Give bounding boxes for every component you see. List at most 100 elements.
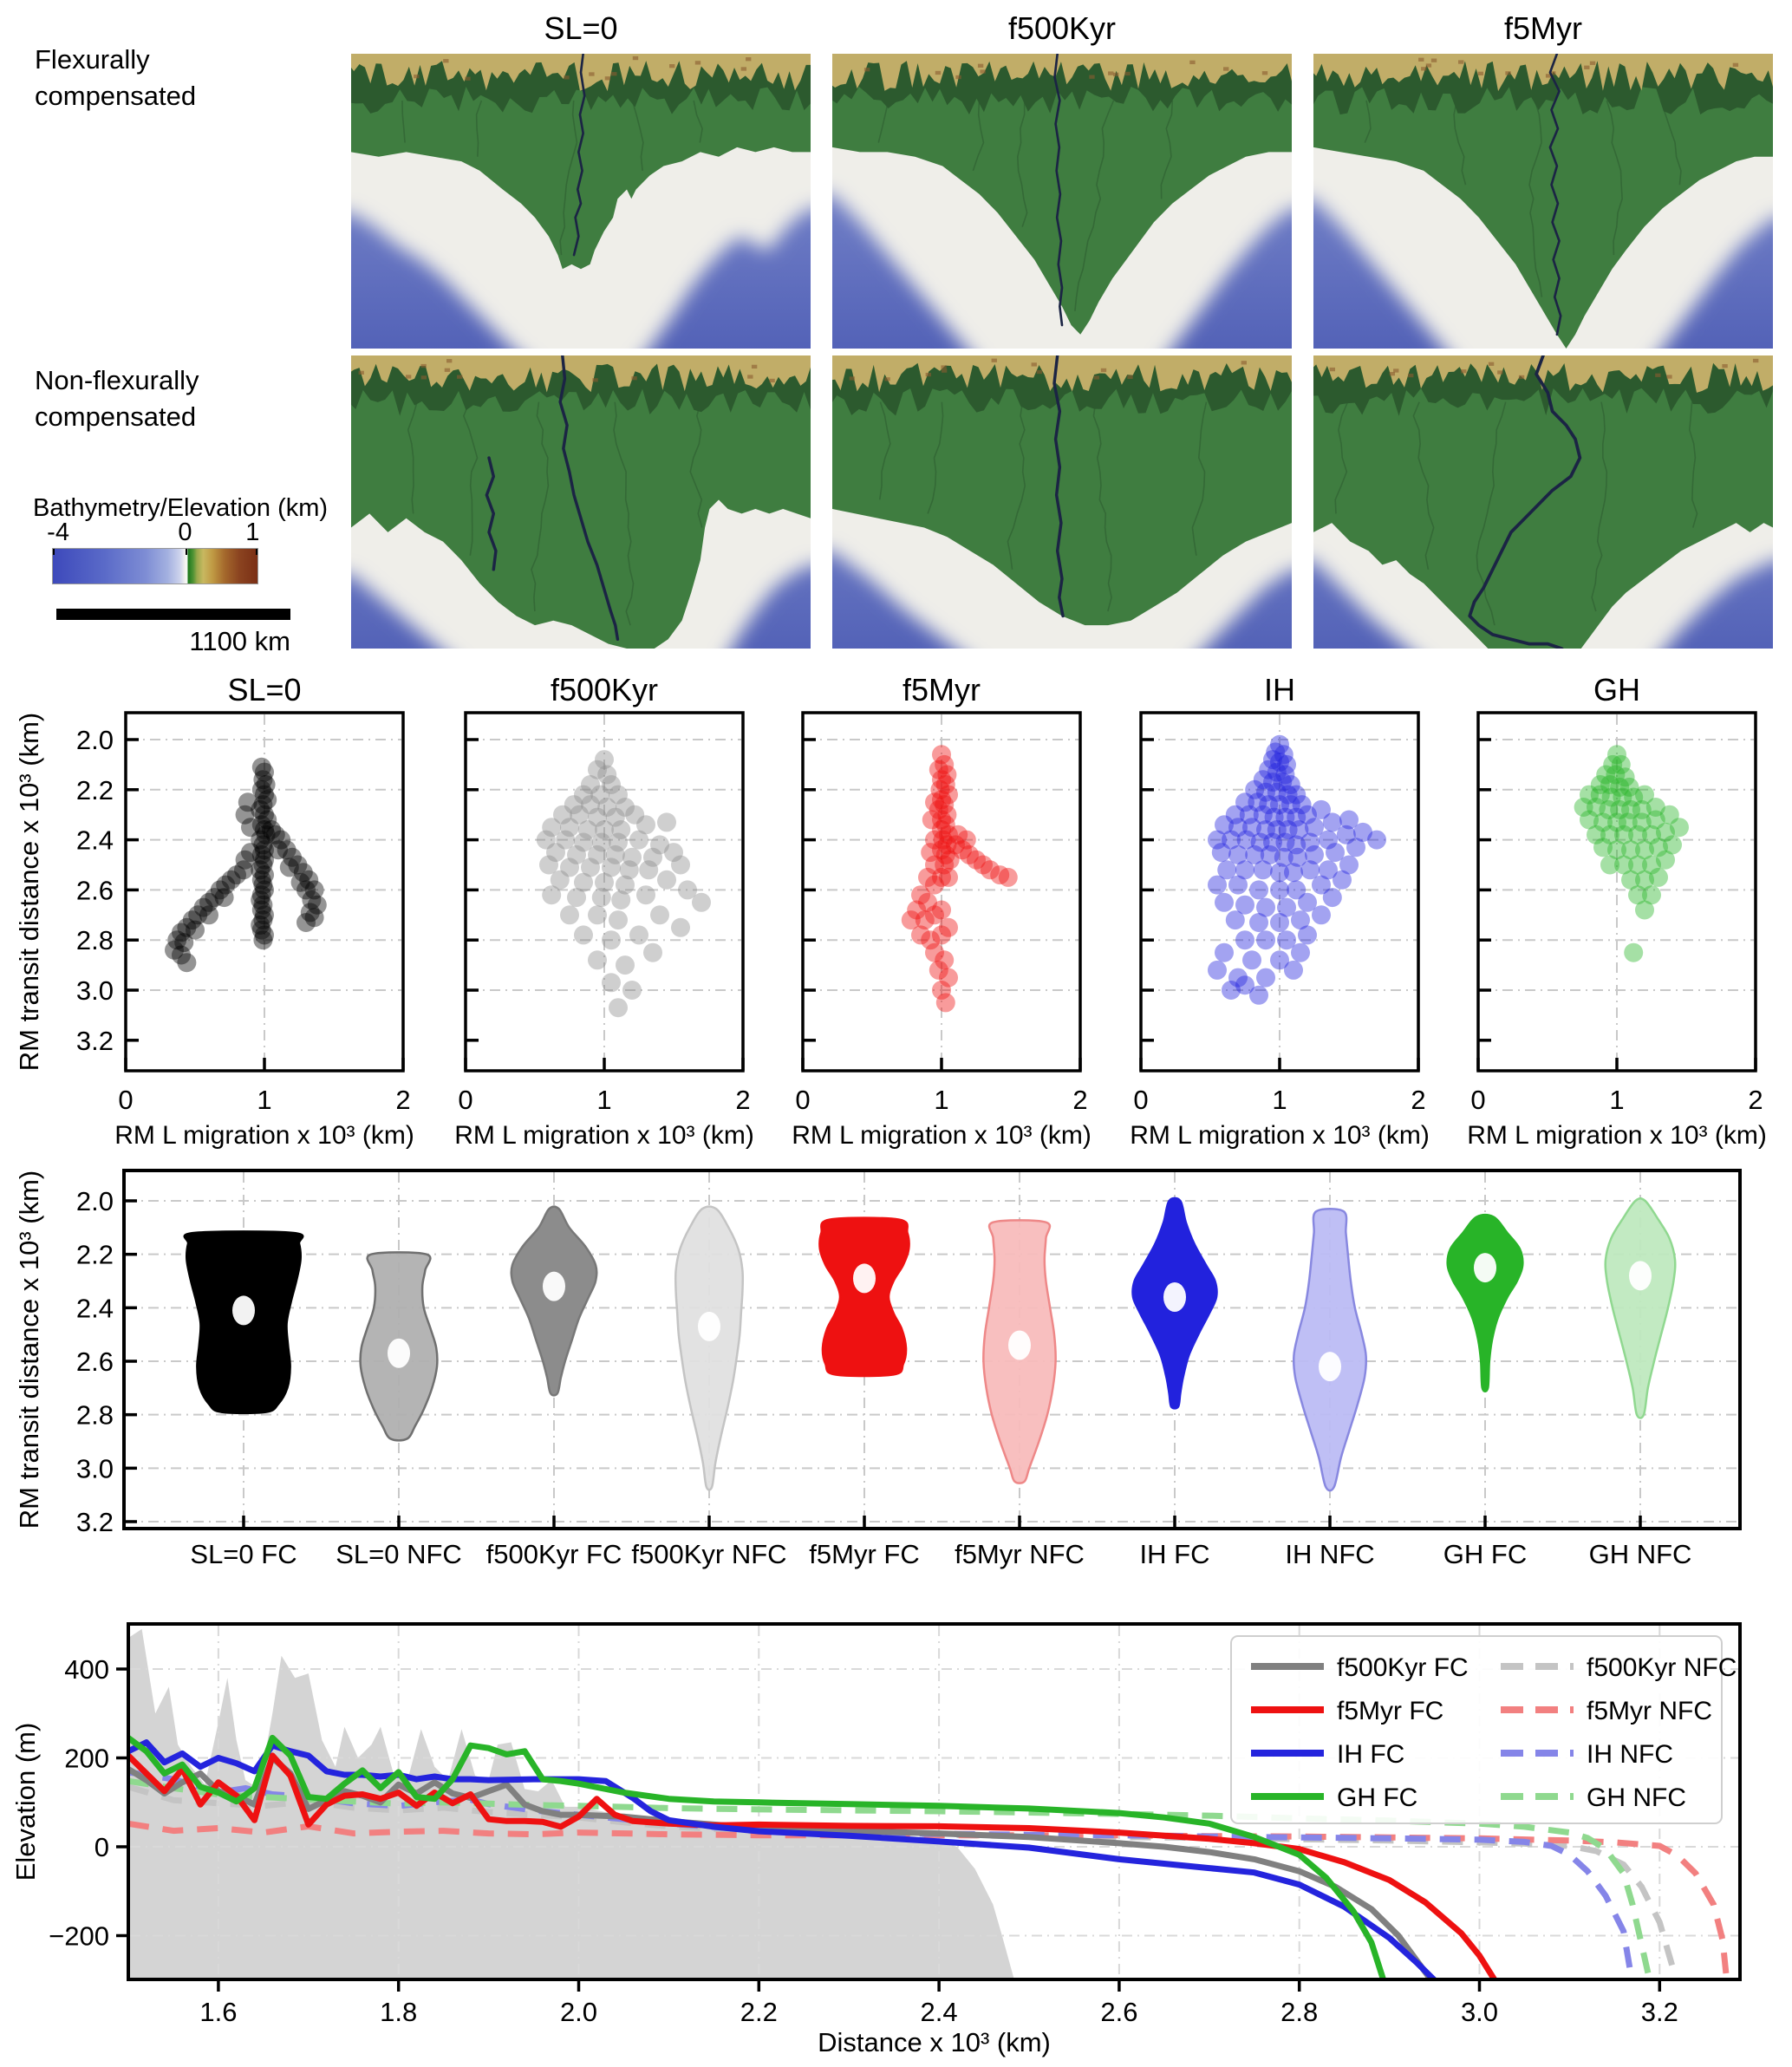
x-tick-label: 2 xyxy=(735,1085,750,1115)
map-ridge-tan xyxy=(1313,355,1773,393)
map-land xyxy=(1313,54,1773,349)
map-drainage-line xyxy=(877,100,889,143)
violin-category-label: f5Myr FC xyxy=(809,1539,919,1569)
scatter-panel-IH: 0 1 2 IH RM L migration x 10³ (km) xyxy=(1130,672,1430,1150)
y-tick-label: −200 xyxy=(49,1921,109,1952)
legend-label: GH NFC xyxy=(1587,1783,1686,1812)
map-ridge-fleck xyxy=(564,75,570,80)
map-drainage-line xyxy=(1453,100,1467,186)
violin-category-label: SL=0 NFC xyxy=(336,1539,462,1569)
violin-ih-nfc xyxy=(1292,1207,1368,1492)
map-ridge-fleck xyxy=(604,76,611,81)
violin-category-label: SL=0 FC xyxy=(190,1539,296,1569)
x-tick-label: 1 xyxy=(934,1085,948,1115)
x-tick-label: 0 xyxy=(458,1085,472,1115)
legend-label: f500Kyr NFC xyxy=(1587,1653,1737,1682)
y-tick-label: 3.2 xyxy=(76,1507,114,1537)
map-flexural-sl0 xyxy=(351,54,811,349)
map-ridge-fleck xyxy=(631,376,637,381)
map-ridge-fleck xyxy=(1505,71,1511,75)
map-drainage-line xyxy=(1659,100,1682,186)
violin-category-label: IH NFC xyxy=(1285,1539,1374,1569)
scatter-x-axis-label: RM L migration x 10³ (km) xyxy=(1467,1121,1767,1150)
x-tick-label: 2 xyxy=(1748,1085,1763,1115)
map-ridge-fleck xyxy=(465,76,471,81)
map-ridge-fleck xyxy=(1113,72,1119,77)
map-ridge-fleck xyxy=(884,377,890,381)
map-nonflexural-f500kyr xyxy=(832,355,1292,649)
map-drainage-line xyxy=(475,100,483,157)
map-ridge-fleck xyxy=(1497,370,1503,375)
map-ridge-fleck xyxy=(751,364,758,369)
y-tick-label: 2.2 xyxy=(76,775,114,805)
x-tick-label: 1 xyxy=(257,1085,271,1115)
scatter-title: IH xyxy=(1264,672,1295,707)
map-ridge-fleck xyxy=(941,365,947,369)
legend-label: f5Myr NFC xyxy=(1587,1697,1712,1725)
scatter-points-SL=0 xyxy=(165,757,327,973)
scatter-x-axis-label: RM L migration x 10³ (km) xyxy=(454,1121,754,1150)
y-tick-label: 2.4 xyxy=(76,825,114,856)
map-land xyxy=(351,355,811,649)
violin-median-dot xyxy=(1008,1330,1031,1360)
violin-y-axis-label: RM transit distance x 10³ (km) xyxy=(14,1170,44,1529)
x-tick-label: 2.4 xyxy=(921,1997,958,2027)
violin-canvas: 2.0 2.2 2.4 2.6 2.8 3.0 3.2 SL=0 FC SL=0 NFC f500… xyxy=(14,1169,1742,1569)
map-ridge-fleck xyxy=(1545,74,1552,78)
x-tick-label: 2 xyxy=(1411,1085,1425,1115)
map-ridge-fleck xyxy=(405,375,412,379)
x-tick-label: 0 xyxy=(1470,1085,1485,1115)
x-tick-label: 1 xyxy=(1272,1085,1287,1115)
map-ridge-fleck xyxy=(1461,369,1467,374)
y-tick-label: 2.2 xyxy=(76,1240,114,1270)
row-label-flexurally-compensated: Flexurally compensated xyxy=(35,44,197,111)
map-drainage-line xyxy=(1606,100,1623,256)
scatter-title: GH xyxy=(1593,672,1640,707)
profile-legend: f500Kyr FC f500Kyr NFC f5Myr FC f5Myr NFC IH… xyxy=(1230,1635,1737,1824)
x-tick-label: 2.2 xyxy=(740,1997,778,2027)
map-river xyxy=(558,355,620,642)
map-ridge-fleck xyxy=(1666,375,1672,379)
violin-f500kyr-nfc xyxy=(674,1205,745,1491)
map-ridge-fleck xyxy=(1036,369,1043,375)
map-ridge-fleck xyxy=(1589,61,1596,65)
map-ridge-fleck xyxy=(1261,71,1268,75)
map-ridge-fleck xyxy=(420,363,427,368)
x-tick-label: 3.2 xyxy=(1641,1997,1678,2027)
map-river xyxy=(572,54,586,257)
map-land xyxy=(1313,355,1773,649)
scatter-x-axis-label: RM L migration x 10³ (km) xyxy=(1130,1121,1430,1150)
x-tick-label: 0 xyxy=(795,1085,810,1115)
map-col-title-f500kyr: f500Kyr xyxy=(1007,10,1117,46)
map-drainage-line xyxy=(1591,401,1608,612)
map-ridge-fleck xyxy=(747,375,753,379)
violin-category-label: f500Kyr FC xyxy=(486,1539,622,1569)
map-nonflexural-sl0 xyxy=(351,355,811,649)
map-ridge-fleck xyxy=(1127,375,1133,380)
map-drainage-line xyxy=(689,401,703,528)
map-ridge-fleck xyxy=(1458,60,1464,64)
map-ridge-fleck xyxy=(1223,67,1229,71)
violin-gh-nfc xyxy=(1604,1197,1677,1419)
map-ridge-fleck xyxy=(935,70,942,75)
x-tick-label: 0 xyxy=(1133,1085,1148,1115)
map-drainage-line xyxy=(631,100,644,172)
map-drainage-line xyxy=(1688,401,1698,528)
map-ridge-fleck xyxy=(611,72,617,76)
map-ridge-fleck xyxy=(991,358,997,362)
violin-sl-0-nfc xyxy=(359,1251,439,1442)
map-ridge-fleck xyxy=(1329,367,1335,372)
map-drainage-line xyxy=(1191,401,1208,556)
map-drainage-line xyxy=(927,401,944,514)
scatter-panel-f500Kyr: 0 1 2 f500Kyr RM L migration x 10³ (km) xyxy=(454,672,754,1150)
violin-median-dot xyxy=(853,1263,876,1294)
scatter-y-axis-label: RM transit distance x 10³ (km) xyxy=(14,713,44,1071)
profile-y-axis-label: Elevation (m) xyxy=(10,1723,41,1881)
scatter-panels-row: RM transit distance x 10³ (km) 2.02.22.42… xyxy=(14,672,1767,1150)
map-drainage-line xyxy=(1160,100,1174,199)
map-svg-nfc-sl0 xyxy=(351,355,811,649)
map-ridge-fleck xyxy=(1752,358,1759,363)
map-ridge-fleck xyxy=(1655,373,1661,377)
map-drainage-line xyxy=(531,401,550,612)
map-drainage-line xyxy=(1017,100,1028,227)
